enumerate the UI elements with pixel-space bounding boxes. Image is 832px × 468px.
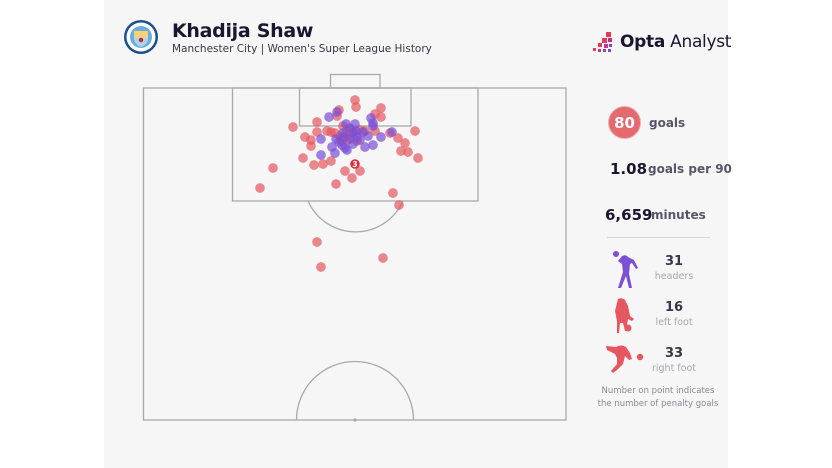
goals-per-90-value: 1.08 [610,160,648,178]
chart-card [104,0,728,468]
shot-point [315,149,326,160]
right-foot-count: 33 [664,346,684,361]
shot-point [305,140,316,151]
left-foot-player-icon [615,298,634,333]
brand-name-regular: Analyst [665,32,732,52]
goal [329,73,381,89]
opta-analyst-logo: Opta Analyst [590,30,731,54]
shot-point [311,127,322,138]
shot-point [402,146,413,157]
goals-label: goals [649,116,686,130]
penalty-note: Number on point indicates the number of … [590,385,726,411]
penalty-note-line-2: the number of penalty goals [597,399,719,409]
goals-per-90-label: goals per 90 [648,162,732,176]
shot-point [254,182,265,193]
shot-point [350,102,361,113]
shot-point [412,152,423,163]
shot-point [311,117,322,128]
chart-subtitle: Manchester City | Women's Super League H… [172,43,432,55]
shot-point [340,119,351,130]
shot-point [399,137,410,148]
shot-point [329,147,340,158]
shot-point [350,126,361,137]
shot-point [375,131,386,142]
foot-goal-points [254,95,423,272]
penalty-point [350,159,360,169]
shot-point [367,121,378,132]
headers-count: 31 [664,254,684,269]
player-name: Khadija Shaw [172,20,314,42]
shot-point [392,132,403,143]
shot-point [346,172,357,183]
right-foot-player-icon [606,345,644,373]
shot-point [409,126,420,137]
left-foot-label: left foot [655,317,693,328]
left-foot-count: 16 [664,300,684,315]
shot-point [287,122,298,133]
penalty-arc [307,200,404,233]
penalty-note-line-1: Number on point indicates [601,386,715,396]
headers-label: headers [654,271,694,282]
shot-point [297,152,308,163]
brand-name-bold: Opta [620,32,666,52]
opta-dots-icon [593,32,612,52]
shot-point [331,107,342,118]
minutes-label: minutes [651,208,706,222]
header-goal-points [315,107,397,160]
shot-point [386,127,397,138]
shot-point [325,155,336,166]
shot-point [315,133,326,144]
right-foot-label: right foot [651,363,697,374]
shot-point [393,199,404,210]
shot-point [267,162,278,173]
shot-point [311,236,322,247]
minutes-value: 6,659 [605,206,653,224]
shot-point [308,159,319,170]
centre-circle [295,360,415,421]
shot-point [315,261,326,272]
total-goals-badge: 80 [608,106,641,139]
header-player-icon [613,251,638,288]
shot-point [321,126,332,137]
manchester-city-crest-icon [124,20,158,54]
shot-point [354,165,365,176]
shot-point [330,178,341,189]
penalty-count-label: 3 [352,160,357,169]
penalty-marker: 3 [350,159,360,169]
pitch-lines [142,73,567,422]
shot-point [323,112,334,123]
stats-divider [607,237,710,238]
shot-point [367,139,378,150]
shot-point [377,252,388,263]
centre-spot [353,418,357,422]
shot-point [339,165,350,176]
shot-point [330,133,341,144]
shot-point [387,187,398,198]
